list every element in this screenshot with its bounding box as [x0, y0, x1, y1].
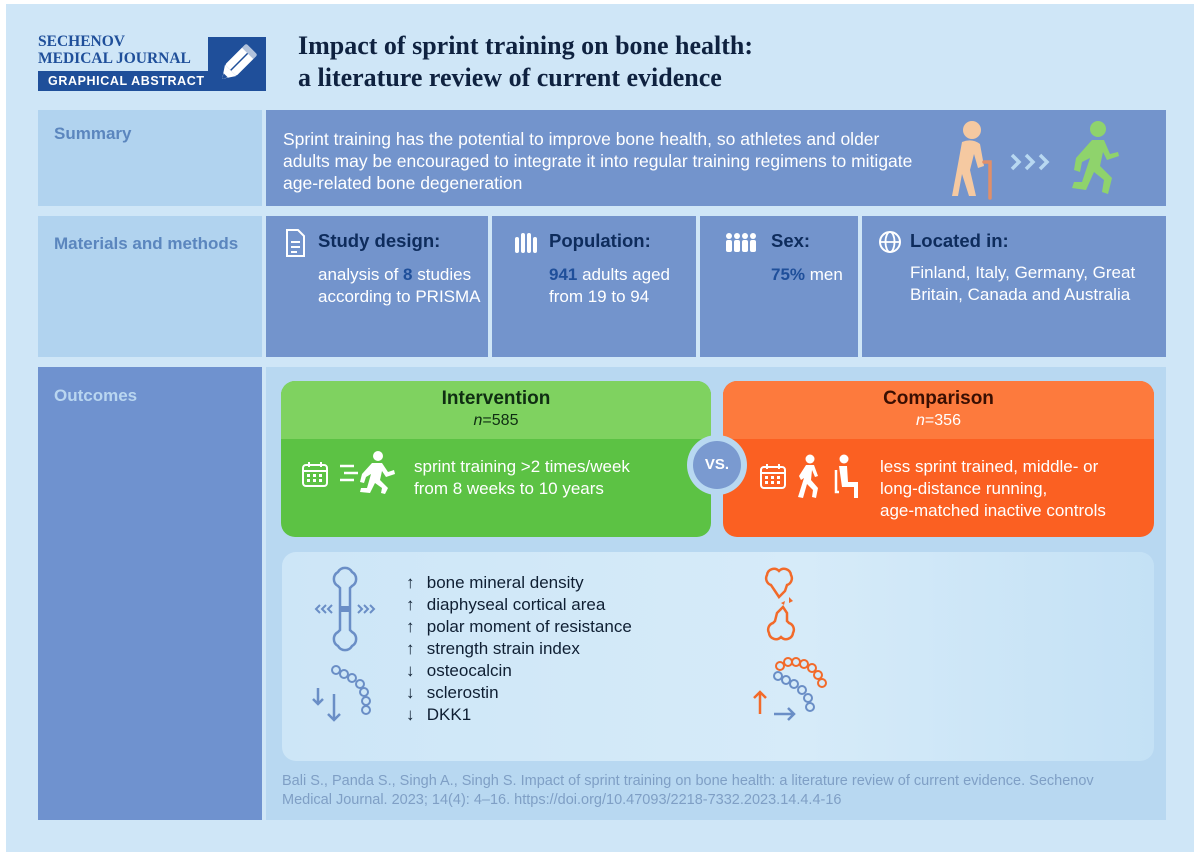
pencil-icon [208, 37, 266, 91]
intervention-text: sprint training >2 times/week from 8 wee… [414, 457, 630, 498]
runner-icon [1072, 121, 1119, 194]
citation: Bali S., Panda S., Singh A., Singh S. Im… [282, 773, 1094, 808]
document-icon [286, 229, 305, 257]
seated-person-icon [834, 454, 858, 498]
list-item: ↑ polar moment of resistance [406, 617, 632, 636]
broken-bone-icon [764, 567, 796, 641]
older-adult-icon [952, 121, 992, 200]
protein-chain-up-icon [753, 657, 827, 721]
comparison-text: less sprint trained, middle- or long-dis… [880, 457, 1106, 520]
comparison-card: Comparison n=356 [723, 381, 1154, 537]
study-design-text: analysis of 8 studies according to PRISM… [318, 265, 481, 306]
list-item: ↓ DKK1 [406, 705, 472, 724]
globe-icon [879, 231, 901, 253]
logo-bar: GRAPHICAL ABSTRACT [38, 71, 208, 91]
population-title: Population: [549, 230, 651, 251]
located-text: Finland, Italy, Germany, Great Britain, … [910, 263, 1136, 304]
outcome-list: ↑ bone mineral density ↑ diaphyseal cort… [406, 572, 632, 726]
people-group-icon [726, 233, 756, 252]
calendar-icon [760, 464, 786, 489]
population-panel [492, 216, 696, 357]
logo-text: SECHENOV MEDICAL JOURNAL [38, 33, 191, 67]
outcomes-label: Outcomes [54, 386, 138, 405]
intervention-n: n=585 [473, 412, 519, 429]
calendar-icon [302, 462, 328, 487]
study-design-title: Study design: [318, 230, 441, 251]
sex-panel [700, 216, 858, 357]
journal-logo: SECHENOV MEDICAL JOURNAL GRAPHICAL ABSTR… [38, 33, 268, 91]
list-item: ↑ bone mineral density [406, 573, 584, 592]
outcomes-label-panel [38, 367, 262, 820]
sex-title: Sex: [771, 230, 811, 251]
methods-label: Materials and methods [38, 216, 262, 357]
jogger-icon [798, 454, 818, 498]
vs-badge: VS. [687, 435, 747, 495]
comparison-title: Comparison [883, 388, 994, 409]
sprinter-icon [340, 451, 395, 494]
chevrons-icon [1010, 153, 1050, 171]
comparison-header: Comparison n=356 [723, 381, 1154, 439]
people-crowd-icon [515, 233, 537, 253]
list-item: ↓ osteocalcin [406, 661, 512, 680]
location-panel [862, 216, 1166, 357]
intervention-header: Intervention n=585 [281, 381, 711, 439]
page-title: Impact of sprint training on bone health… [298, 31, 754, 92]
located-title: Located in: [910, 230, 1009, 251]
results-panel [282, 552, 1154, 761]
protein-chain-down-icon [312, 665, 371, 722]
sex-text: 75% men [771, 265, 843, 284]
summary-label: Summary [38, 110, 262, 206]
list-item: ↑ diaphyseal cortical area [406, 595, 606, 614]
vs-text: VS. [693, 441, 741, 489]
summary-text: Sprint training has the potential to imp… [283, 129, 913, 193]
list-item: ↑ strength strain index [406, 639, 580, 658]
comparison-n: n=356 [916, 412, 961, 429]
bone-icon [314, 566, 376, 652]
intervention-title: Intervention [441, 388, 551, 409]
intervention-card: Intervention n=585 [281, 381, 711, 537]
list-item: ↓ sclerostin [406, 683, 499, 702]
population-text: 941 adults aged from 19 to 94 [549, 265, 671, 306]
